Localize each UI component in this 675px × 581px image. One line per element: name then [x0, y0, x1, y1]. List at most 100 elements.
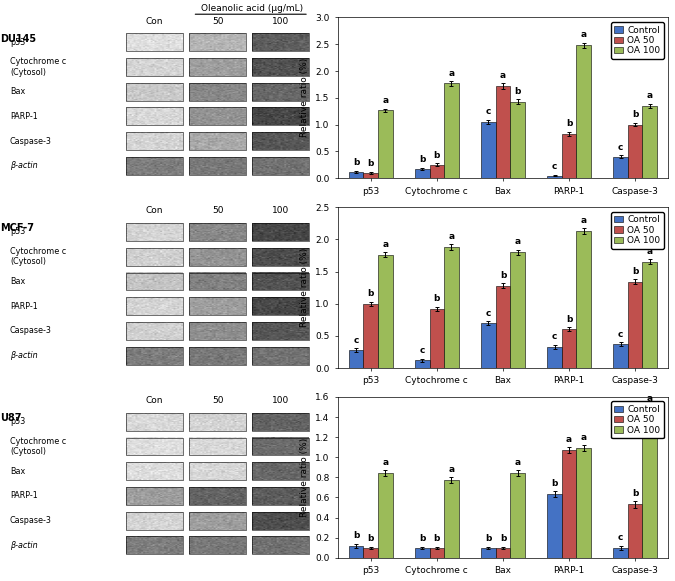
- Bar: [576, 45, 591, 178]
- Bar: [429, 309, 444, 368]
- Text: b: b: [368, 289, 374, 298]
- Text: DU145: DU145: [1, 34, 36, 44]
- Bar: [349, 172, 363, 178]
- Text: b: b: [433, 150, 440, 160]
- Bar: [614, 157, 628, 178]
- Bar: [643, 262, 657, 368]
- Legend: Control, OA 50, OA 100: Control, OA 50, OA 100: [611, 22, 664, 59]
- Bar: [378, 110, 393, 178]
- Bar: [415, 548, 429, 558]
- Text: b: b: [433, 534, 440, 543]
- Text: b: b: [500, 534, 506, 543]
- Bar: [576, 448, 591, 558]
- Y-axis label: Relative ratio (%): Relative ratio (%): [300, 437, 309, 517]
- Legend: Control, OA 50, OA 100: Control, OA 50, OA 100: [611, 211, 664, 249]
- Text: b: b: [419, 534, 425, 543]
- Text: b: b: [353, 531, 359, 540]
- Text: b: b: [632, 110, 639, 120]
- Bar: [444, 247, 459, 368]
- Text: a: a: [382, 96, 388, 105]
- Text: a: a: [647, 394, 653, 403]
- Text: 50: 50: [212, 206, 223, 216]
- Bar: [614, 344, 628, 368]
- Text: a: a: [580, 30, 587, 39]
- Bar: [576, 231, 591, 368]
- Text: Bax: Bax: [10, 277, 25, 286]
- Text: Cytochrome c
(Cytosol): Cytochrome c (Cytosol): [10, 247, 66, 266]
- Text: b: b: [632, 489, 639, 498]
- Text: b: b: [419, 155, 425, 164]
- Text: a: a: [448, 465, 454, 474]
- Text: b: b: [632, 267, 639, 276]
- Text: a: a: [580, 216, 587, 225]
- Text: a: a: [514, 458, 520, 467]
- Bar: [510, 102, 524, 178]
- Text: a: a: [382, 240, 388, 249]
- Bar: [363, 548, 378, 558]
- Text: a: a: [647, 91, 653, 100]
- Text: a: a: [566, 435, 572, 444]
- Bar: [614, 548, 628, 558]
- Text: PARP-1: PARP-1: [10, 302, 38, 311]
- Text: c: c: [420, 346, 425, 356]
- Text: p53: p53: [10, 38, 25, 46]
- Bar: [547, 494, 562, 558]
- Bar: [547, 347, 562, 368]
- Bar: [562, 134, 576, 178]
- Bar: [643, 411, 657, 558]
- Bar: [415, 168, 429, 178]
- Bar: [378, 255, 393, 368]
- Bar: [378, 474, 393, 558]
- Bar: [628, 504, 643, 558]
- Text: Caspase-3: Caspase-3: [10, 516, 52, 525]
- Text: b: b: [566, 119, 572, 128]
- Bar: [429, 548, 444, 558]
- Text: β-actin: β-actin: [10, 541, 38, 550]
- Text: Bax: Bax: [10, 467, 25, 476]
- Bar: [481, 548, 495, 558]
- Text: PARP-1: PARP-1: [10, 492, 38, 500]
- Text: b: b: [368, 534, 374, 543]
- Bar: [562, 329, 576, 368]
- Text: Cytochrome c
(Cytosol): Cytochrome c (Cytosol): [10, 57, 66, 77]
- Bar: [510, 474, 524, 558]
- Text: c: c: [618, 330, 623, 339]
- Text: p53: p53: [10, 227, 25, 236]
- Text: c: c: [618, 143, 623, 152]
- Text: c: c: [486, 107, 491, 116]
- Bar: [510, 252, 524, 368]
- Text: b: b: [500, 271, 506, 279]
- Text: c: c: [552, 163, 558, 171]
- Text: b: b: [485, 534, 491, 543]
- Text: c: c: [618, 533, 623, 542]
- Text: b: b: [514, 87, 520, 96]
- Bar: [363, 173, 378, 178]
- Text: U87: U87: [1, 413, 22, 423]
- Text: Cytochrome c
(Cytosol): Cytochrome c (Cytosol): [10, 437, 66, 456]
- Text: Oleanolic acid (μg/mL): Oleanolic acid (μg/mL): [201, 3, 303, 13]
- Text: Con: Con: [146, 396, 163, 405]
- Text: MCF-7: MCF-7: [1, 223, 34, 233]
- Text: a: a: [647, 247, 653, 256]
- Text: a: a: [500, 71, 506, 80]
- Text: b: b: [353, 158, 359, 167]
- Text: a: a: [448, 232, 454, 241]
- Text: a: a: [382, 458, 388, 467]
- Text: c: c: [486, 309, 491, 317]
- Text: p53: p53: [10, 417, 25, 426]
- Text: b: b: [566, 315, 572, 324]
- Bar: [481, 122, 495, 178]
- Y-axis label: Relative ratio (%): Relative ratio (%): [300, 248, 309, 327]
- Text: 100: 100: [272, 17, 290, 26]
- Bar: [495, 548, 510, 558]
- Bar: [363, 304, 378, 368]
- Text: b: b: [368, 159, 374, 168]
- Text: b: b: [433, 295, 440, 303]
- Legend: Control, OA 50, OA 100: Control, OA 50, OA 100: [611, 401, 664, 439]
- Text: 100: 100: [272, 206, 290, 216]
- Bar: [628, 282, 643, 368]
- Bar: [643, 106, 657, 178]
- Bar: [415, 360, 429, 368]
- Y-axis label: Relative ratio (%): Relative ratio (%): [300, 58, 309, 138]
- Text: a: a: [514, 237, 520, 246]
